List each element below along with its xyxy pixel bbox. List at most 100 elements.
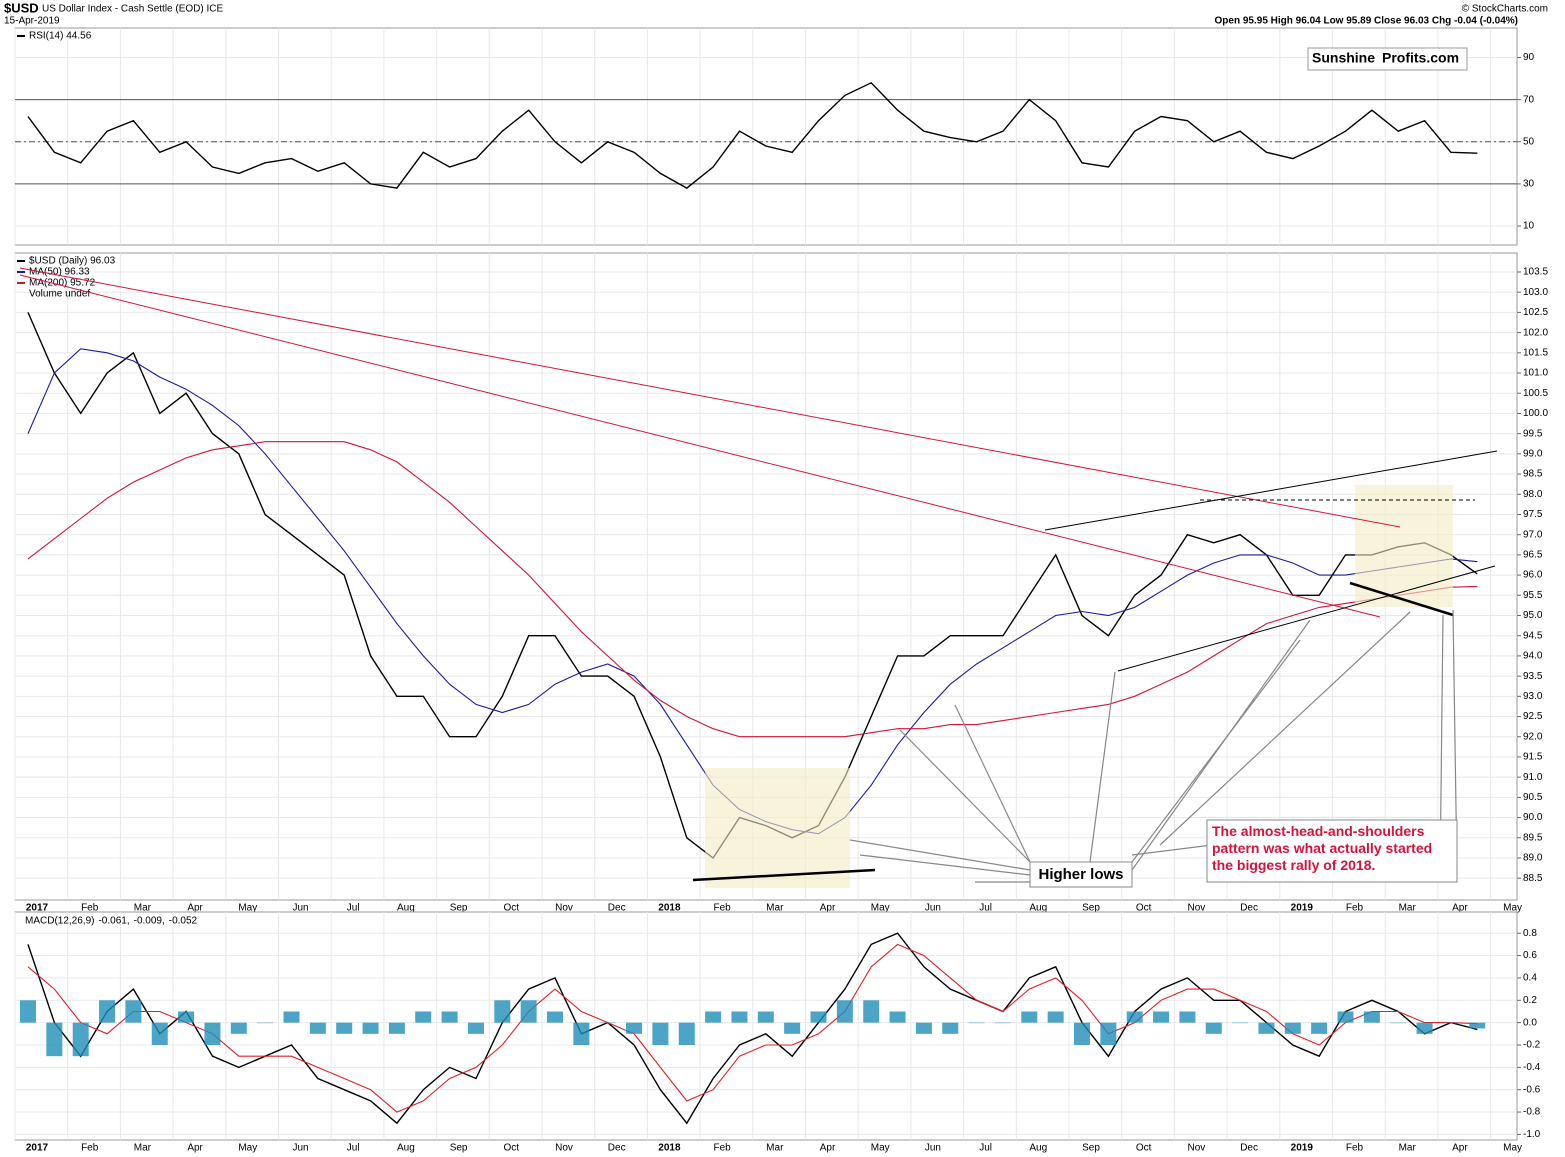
histogram-bar — [1390, 1022, 1407, 1024]
y-tick-label: 96.5 — [1523, 550, 1543, 561]
x-tick-label: Jul — [347, 903, 360, 914]
histogram-bar — [652, 1022, 669, 1045]
legend-entry: -0.009, — [134, 916, 165, 927]
x-tick-label: Apr — [187, 1143, 203, 1154]
y-tick-label: 100.0 — [1523, 408, 1548, 419]
annotation: Higher lows — [1038, 866, 1123, 883]
y-tick-label: 94.5 — [1523, 630, 1543, 641]
decorations — [19, 47, 1498, 888]
y-tick-label: 101.0 — [1523, 368, 1548, 379]
histogram-bar — [1442, 1022, 1459, 1024]
y-tick-label: 91.5 — [1523, 752, 1543, 763]
x-tick-label: Apr — [1452, 1143, 1468, 1154]
series-line — [27, 81, 1478, 189]
histogram-bar — [1179, 1011, 1196, 1023]
histogram-bar — [1074, 1022, 1090, 1045]
x-tick-label: Feb — [713, 1143, 731, 1154]
x-tick-label: Aug — [397, 1143, 415, 1154]
x-tick-label: Jun — [292, 903, 308, 914]
trend-line — [19, 267, 1401, 528]
histogram-bar — [494, 1000, 511, 1023]
histogram-bar — [573, 1022, 590, 1045]
x-tick-label: Apr — [187, 903, 203, 914]
highlight-box — [705, 768, 850, 888]
y-tick-label: 95.0 — [1523, 610, 1543, 621]
x-tick-label: 2019 — [1291, 903, 1314, 914]
y-tick-label: 92.5 — [1523, 711, 1543, 722]
trend-line — [1349, 581, 1454, 617]
histogram-bar — [1469, 1022, 1486, 1029]
x-tick-label: 2018 — [658, 903, 681, 914]
y-tick-label: -0.2 — [1523, 1040, 1541, 1051]
histogram-bar — [626, 1022, 643, 1034]
x-tick-label: May — [871, 903, 890, 914]
x-tick-label: May — [1503, 1143, 1522, 1154]
legend-title: MACD(12,26,9) — [25, 916, 94, 927]
y-tick-label: 100.5 — [1523, 388, 1548, 399]
legend-entry: MA(50) 96.33 — [29, 267, 90, 278]
histogram-bar — [889, 1011, 906, 1023]
legend-entry: MA(200) 95.72 — [29, 278, 96, 289]
panel-frame — [14, 27, 1518, 246]
histogram-bar — [257, 1022, 274, 1024]
y-tick-label: 50 — [1523, 136, 1535, 147]
histogram-bar — [784, 1022, 801, 1034]
histogram-bar — [1021, 1011, 1038, 1023]
y-tick-label: 10 — [1523, 221, 1535, 232]
x-tick-label: Feb — [1346, 1143, 1364, 1154]
x-tick-label: Jul — [979, 903, 992, 914]
histogram-bar — [336, 1022, 353, 1034]
annotation: The almost-head-and-shoulders pattern wa… — [1212, 823, 1433, 873]
x-tick-label: Sep — [1082, 903, 1100, 914]
histogram-bar — [467, 1022, 484, 1034]
x-tick-label: Nov — [555, 903, 573, 914]
y-tick-label: 0.0 — [1523, 1017, 1537, 1028]
y-tick-label: 88.5 — [1523, 873, 1543, 884]
logo-right: Profits.com — [1382, 50, 1459, 66]
histogram-bar — [520, 1000, 537, 1023]
y-tick-label: 89.0 — [1523, 853, 1543, 864]
histogram-bar — [1205, 1022, 1222, 1034]
histogram-bar — [99, 1000, 116, 1023]
trend-line — [19, 274, 1381, 618]
x-tick-label: May — [1503, 903, 1522, 914]
plot-layer: 10 30 50 70 90 RSI(14) 44.56 88.5 89.0 89.5 90.0 9… — [14, 27, 1548, 1154]
y-tick-label: 93.0 — [1523, 691, 1543, 702]
x-tick-label: Jul — [347, 1143, 360, 1154]
x-tick-label: Apr — [820, 903, 836, 914]
x-tick-label: Mar — [1399, 903, 1417, 914]
x-tick-label: Mar — [134, 903, 152, 914]
x-tick-label: Dec — [608, 1143, 626, 1154]
x-tick-label: Feb — [1346, 903, 1364, 914]
histogram-bar — [942, 1022, 959, 1034]
x-tick-label: 2019 — [1291, 1143, 1314, 1154]
x-tick-label: Apr — [820, 1143, 836, 1154]
x-tick-label: Sep — [1082, 1143, 1100, 1154]
x-tick-label: Aug — [397, 903, 415, 914]
y-tick-label: 98.5 — [1523, 469, 1543, 480]
y-tick-label: 99.0 — [1523, 448, 1543, 459]
callout-lines — [849, 609, 1458, 883]
x-tick-label: Jun — [292, 1143, 308, 1154]
x-tick-label: May — [871, 1143, 890, 1154]
histogram-bar — [125, 1000, 142, 1023]
y-tick-label: -0.6 — [1523, 1084, 1541, 1095]
annotation-box — [1029, 861, 1133, 888]
x-tick-label: May — [238, 903, 257, 914]
histogram-bar — [1126, 1011, 1143, 1023]
source: © StockCharts.com — [1462, 4, 1548, 15]
histogram-bar — [968, 1022, 985, 1024]
x-tick-label: May — [238, 1143, 257, 1154]
y-tick-label: 92.0 — [1523, 731, 1543, 742]
x-tick-label: Apr — [1452, 903, 1468, 914]
histogram-bar — [1337, 1011, 1354, 1023]
histogram-bar — [994, 1022, 1011, 1024]
y-tick-label: 0.4 — [1523, 973, 1537, 984]
series-line — [27, 441, 1478, 738]
highlight-box — [1355, 485, 1453, 607]
y-tick-label: 103.0 — [1523, 287, 1548, 298]
x-tick-label: 2017 — [26, 1143, 49, 1154]
x-tick-label: Dec — [608, 903, 626, 914]
y-tick-label: 94.0 — [1523, 651, 1543, 662]
